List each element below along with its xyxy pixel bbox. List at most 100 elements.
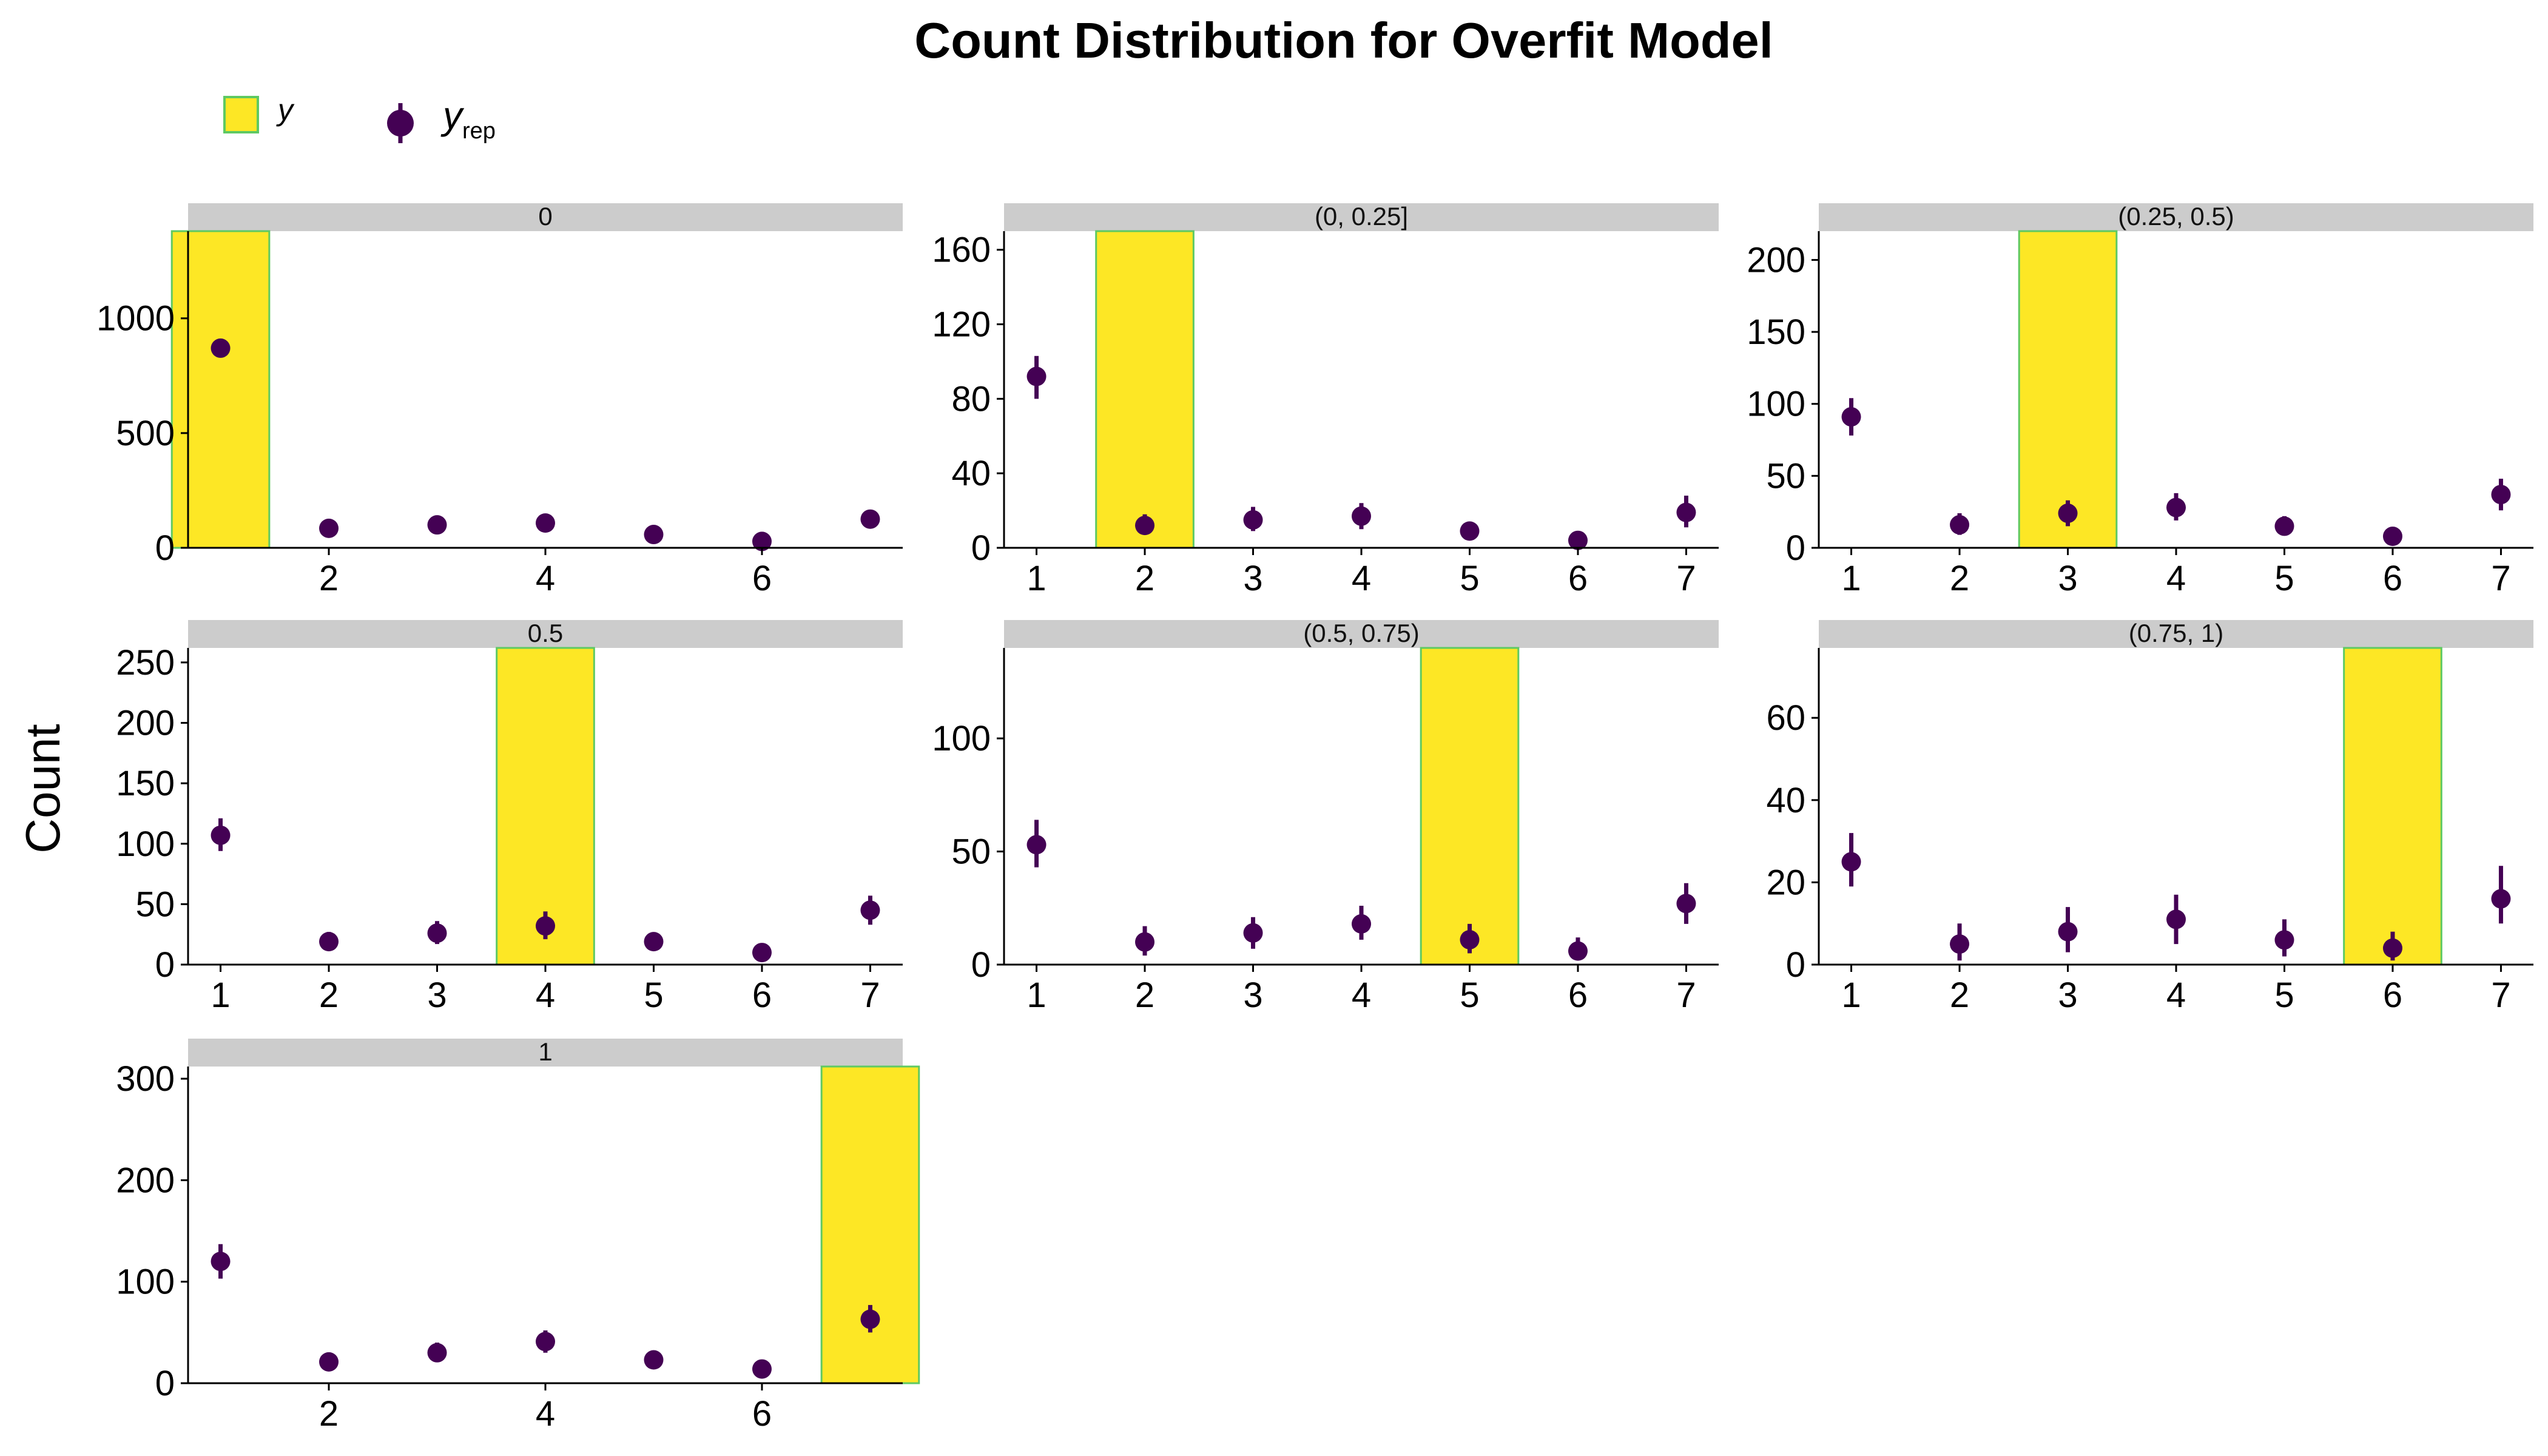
facet-strip-label: (0, 0.25] (1315, 202, 1408, 231)
observed-bar (2343, 647, 2442, 966)
facet-panel: (0, 0.25] 0 40 80 120 160 1 2 3 4 5 6 7 (932, 202, 1719, 598)
facet-panel: (0.25, 0.5) 0 50 100 150 200 1 2 3 4 5 6 7 (1747, 202, 2533, 598)
y-tick-label: 100 (116, 1262, 175, 1302)
replicated-point (1676, 502, 1696, 522)
x-tick-label: 3 (427, 976, 447, 1015)
replicated-point (1460, 521, 1480, 541)
x-tick-label: 7 (1676, 559, 1696, 598)
facet-strip-label: 1 (538, 1037, 552, 1066)
replicated-point (860, 900, 880, 920)
y-tick-label: 0 (971, 528, 991, 568)
facet-panel: 0 0 500 1000 2 4 6 (96, 202, 903, 598)
x-tick-label: 7 (2491, 559, 2510, 598)
replicated-point (2382, 527, 2402, 547)
facet-strip-label: (0.5, 0.75) (1303, 619, 1419, 647)
replicated-point (1352, 914, 1371, 934)
y-tick-label: 150 (116, 764, 175, 803)
facet-strip (1004, 620, 1719, 648)
replicated-point (536, 916, 555, 936)
y-tick-label: 0 (1786, 945, 1805, 985)
replicated-point (1950, 515, 1970, 535)
x-tick-label: 5 (644, 976, 663, 1015)
x-tick-label: 1 (1841, 559, 1861, 598)
x-tick-label: 7 (860, 976, 880, 1015)
replicated-point (2491, 485, 2511, 505)
replicated-point (427, 923, 447, 943)
replicated-point (427, 1343, 447, 1363)
y-tick-label: 200 (116, 1161, 175, 1200)
y-tick-label: 60 (1766, 698, 1805, 738)
x-tick-label: 5 (1460, 976, 1479, 1015)
replicated-point (211, 1252, 231, 1272)
facet-panel: 0.5 0 50 100 150 200 250 1 2 3 4 5 6 7 (116, 619, 903, 1015)
y-tick-label: 100 (116, 824, 175, 864)
facet-strip (1819, 620, 2533, 648)
x-tick-label: 3 (1243, 559, 1262, 598)
replicated-point (1243, 510, 1263, 530)
x-tick-label: 6 (1568, 559, 1588, 598)
x-tick-label: 6 (752, 559, 772, 598)
legend-replicated-label: yrep (440, 93, 496, 144)
y-tick-label: 50 (1766, 456, 1805, 496)
x-tick-label: 2 (1135, 976, 1154, 1015)
observed-bar (1095, 230, 1195, 549)
replicated-point (1841, 407, 1861, 427)
x-tick-label: 6 (752, 976, 772, 1015)
y-tick-label: 300 (116, 1059, 175, 1099)
y-tick-label: 1000 (96, 299, 175, 339)
y-tick-label: 50 (135, 885, 175, 924)
x-tick-label: 2 (1950, 559, 1969, 598)
y-axis-label: Count (16, 724, 70, 853)
replicated-point (1568, 941, 1588, 961)
facet-strip-label: 0.5 (528, 619, 563, 647)
legend: y yrep (223, 93, 496, 144)
y-tick-label: 200 (1747, 240, 1805, 280)
replicated-point (1950, 934, 1970, 954)
y-tick-label: 0 (155, 945, 175, 985)
y-tick-label: 250 (116, 643, 175, 682)
facet-strip (188, 620, 903, 648)
x-tick-label: 6 (2383, 976, 2402, 1015)
replicated-point (2382, 938, 2402, 958)
replicated-point (1568, 530, 1588, 550)
x-tick-label: 5 (2274, 976, 2294, 1015)
chart-title: Count Distribution for Overfit Model (914, 12, 1773, 69)
x-tick-label: 2 (319, 976, 339, 1015)
y-tick-label: 100 (1747, 385, 1805, 424)
x-tick-label: 5 (2274, 559, 2294, 598)
replicated-point (752, 531, 772, 551)
replicated-point (2058, 504, 2078, 524)
x-tick-label: 3 (1243, 976, 1262, 1015)
y-tick-label: 0 (155, 1364, 175, 1403)
replicated-point (1352, 506, 1371, 526)
replicated-point (752, 1359, 772, 1379)
y-tick-label: 0 (1786, 528, 1805, 568)
replicated-point (536, 513, 555, 533)
replicated-point (860, 509, 880, 529)
y-tick-label: 120 (932, 305, 991, 345)
y-tick-label: 80 (951, 379, 991, 419)
y-tick-label: 200 (116, 704, 175, 743)
x-tick-label: 6 (2383, 559, 2402, 598)
legend-observed-label: y (276, 93, 295, 127)
replicated-point (1841, 852, 1861, 872)
y-tick-label: 40 (951, 454, 991, 493)
observed-bar (1420, 647, 1520, 966)
replicated-point (2166, 909, 2186, 929)
x-tick-label: 4 (2166, 976, 2186, 1015)
replicated-point (2058, 922, 2078, 942)
x-tick-label: 7 (2491, 976, 2510, 1015)
x-tick-label: 1 (211, 976, 230, 1015)
y-tick-label: 20 (1766, 863, 1805, 902)
x-tick-label: 3 (2058, 559, 2077, 598)
replicated-point (427, 515, 447, 535)
replicated-point (644, 525, 664, 545)
facet-strip-label: 0 (538, 202, 552, 231)
replicated-point (319, 1352, 339, 1372)
x-tick-label: 3 (2058, 976, 2077, 1015)
legend-replicated-label-sub: rep (462, 118, 496, 144)
x-tick-label: 1 (1841, 976, 1861, 1015)
x-tick-label: 6 (1568, 976, 1588, 1015)
